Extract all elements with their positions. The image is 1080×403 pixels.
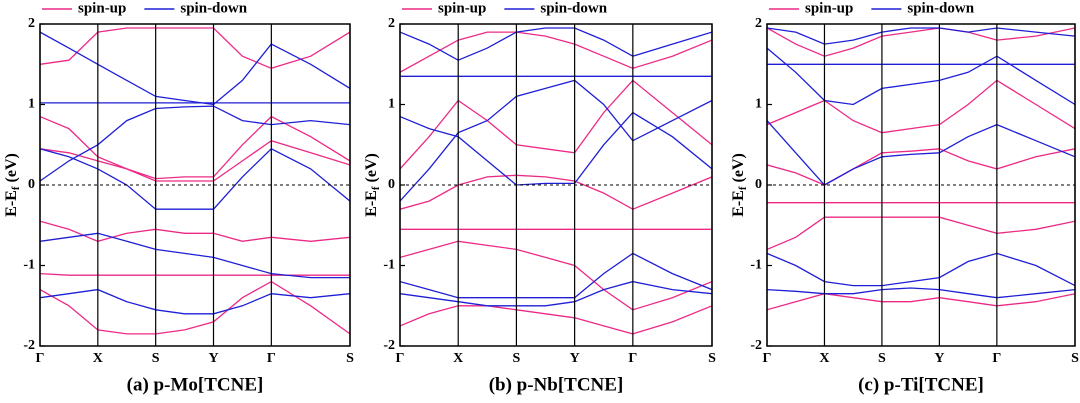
band-line — [40, 272, 350, 276]
legend-label: spin-up — [805, 0, 853, 16]
y-label-unit: (eV) — [363, 153, 380, 182]
band-line — [767, 293, 1075, 311]
plot-frame — [399, 23, 713, 347]
y-tick-label: 2 — [28, 16, 35, 31]
x-tick-label: S — [878, 351, 886, 366]
band-line — [400, 252, 712, 299]
plot-area — [40, 27, 350, 335]
chart-title: (b) p-Nb[TCNE] — [489, 374, 624, 395]
x-tick-label: X — [819, 351, 829, 366]
x-tick-label: X — [93, 351, 103, 366]
band-line — [40, 232, 350, 279]
x-tick-label: Γ — [36, 351, 45, 366]
band-line — [400, 27, 712, 61]
y-tick-label: 0 — [28, 177, 35, 192]
band-line — [400, 111, 712, 186]
band-line — [40, 148, 350, 210]
band-line — [40, 220, 350, 242]
band-line — [400, 305, 712, 335]
y-label-sub: f — [737, 186, 749, 190]
y-tick-label: -2 — [23, 338, 35, 353]
y-tick-label: -1 — [383, 258, 395, 273]
legend-label: spin-down — [907, 0, 974, 16]
band-line — [400, 31, 712, 73]
band-line — [767, 148, 1075, 186]
y-label-main: E-E — [3, 190, 20, 217]
y-label-sub: f — [10, 186, 22, 190]
band-line — [400, 79, 712, 202]
band-line — [767, 79, 1075, 134]
band-line — [767, 120, 1075, 186]
x-tick-label: S — [152, 351, 160, 366]
legend-label: spin-down — [180, 0, 247, 16]
band-line — [40, 280, 350, 335]
band-line — [767, 252, 1075, 287]
chart-title: (a) p-Mo[TCNE] — [127, 374, 264, 395]
y-label-unit: (eV) — [730, 153, 747, 182]
y-label-unit: (eV) — [3, 153, 20, 182]
legend-label: spin-up — [438, 0, 486, 16]
x-tick-label: Y — [208, 351, 218, 366]
x-tick-label: S — [708, 351, 716, 366]
band-line — [767, 216, 1075, 250]
y-tick-label: -2 — [750, 338, 762, 353]
y-tick-label: 1 — [28, 97, 35, 112]
plot-area — [767, 27, 1075, 311]
y-label-main: E-E — [363, 190, 380, 217]
x-tick-label: Y — [934, 351, 944, 366]
band-line — [400, 240, 712, 311]
plot-area — [400, 27, 712, 335]
y-axis-label: E-Ef (eV) — [363, 153, 382, 217]
y-tick-label: 0 — [755, 177, 762, 192]
chart-title: (c) p-Ti[TCNE] — [858, 374, 984, 395]
band-line — [40, 115, 350, 180]
y-tick-label: 1 — [755, 97, 762, 112]
y-axis-label: E-Ef (eV) — [3, 153, 22, 217]
y-tick-label: -1 — [23, 258, 35, 273]
x-tick-label: Y — [570, 351, 580, 366]
y-tick-label: 2 — [755, 16, 762, 31]
band-line — [400, 174, 712, 210]
x-tick-label: S — [513, 351, 521, 366]
band-line — [40, 288, 350, 315]
y-axis-label: E-Ef (eV) — [730, 153, 749, 217]
y-label-sub: f — [370, 186, 382, 190]
plot-frame — [39, 23, 351, 347]
x-tick-label: Γ — [763, 351, 772, 366]
y-tick-label: 0 — [388, 177, 395, 192]
y-label-main: E-E — [730, 190, 747, 217]
y-tick-label: -2 — [383, 338, 395, 353]
band-line — [767, 27, 1075, 45]
plot-frame — [766, 23, 1076, 347]
band-line — [767, 27, 1075, 57]
band-line — [767, 47, 1075, 106]
x-tick-label: Γ — [992, 351, 1001, 366]
x-tick-label: Γ — [628, 351, 637, 366]
legend-label: spin-up — [78, 0, 126, 16]
y-tick-label: 2 — [388, 16, 395, 31]
band-line — [40, 31, 350, 106]
legend-label: spin-down — [540, 0, 607, 16]
y-tick-label: 1 — [388, 97, 395, 112]
y-tick-label: -1 — [750, 258, 762, 273]
x-tick-label: S — [1071, 351, 1079, 366]
band-line — [40, 139, 350, 182]
band-line — [400, 79, 712, 170]
x-tick-label: Γ — [267, 351, 276, 366]
x-tick-label: Γ — [396, 351, 405, 366]
band-line — [400, 280, 712, 307]
x-tick-label: X — [453, 351, 463, 366]
band-line — [767, 287, 1075, 299]
band-line — [40, 105, 350, 182]
x-tick-label: S — [346, 351, 354, 366]
band-line — [40, 27, 350, 69]
